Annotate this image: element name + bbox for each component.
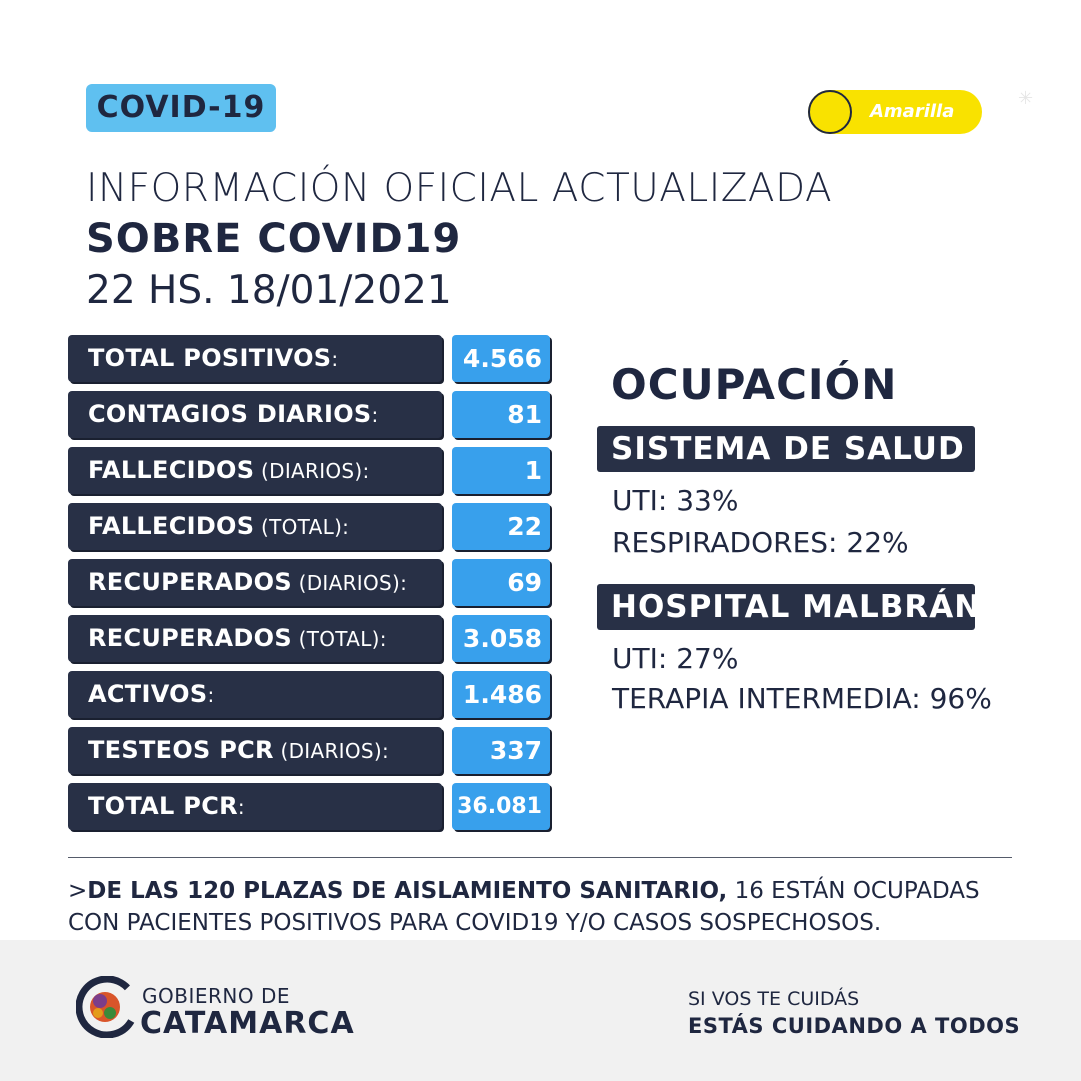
stat-value: 81 — [507, 400, 542, 429]
stat-label-box: FALLECIDOS (DIARIOS): — [68, 447, 442, 494]
stat-value: 1.486 — [462, 680, 542, 709]
stat-value: 22 — [507, 512, 542, 541]
stat-value-box: 36.081 — [452, 783, 550, 830]
stat-row: ACTIVOS: 1.486 — [68, 671, 550, 718]
stat-value-box: 4.566 — [452, 335, 550, 382]
stat-value-box: 81 — [452, 391, 550, 438]
stat-label: ACTIVOS: — [88, 680, 215, 708]
stat-value: 337 — [489, 736, 542, 765]
stat-label-box: TOTAL PCR: — [68, 783, 442, 830]
stat-row: RECUPERADOS (DIARIOS): 69 — [68, 559, 550, 606]
stat-label-box: ACTIVOS: — [68, 671, 442, 718]
star-icon: ✳ — [1018, 88, 1034, 109]
alert-dot-icon — [808, 90, 852, 134]
stat-label: TOTAL PCR: — [88, 792, 245, 820]
stat-row: TOTAL POSITIVOS: 4.566 — [68, 335, 550, 382]
stat-label-box: TOTAL POSITIVOS: — [68, 335, 442, 382]
system-uti: UTI: 33% — [612, 484, 739, 517]
catamarca-logo-icon — [76, 976, 138, 1038]
divider — [68, 857, 1012, 858]
stat-label: RECUPERADOS (DIARIOS): — [88, 568, 408, 596]
hospital-uti: UTI: 27% — [612, 642, 739, 675]
stat-value-box: 69 — [452, 559, 550, 606]
stat-value: 36.081 — [457, 794, 542, 819]
stat-value-box: 22 — [452, 503, 550, 550]
header-line-1: INFORMACIÓN OFICIAL ACTUALIZADA — [86, 166, 833, 211]
header-line-2: SOBRE COVID19 — [86, 216, 462, 262]
stat-row: RECUPERADOS (TOTAL): 3.058 — [68, 615, 550, 662]
isolation-note: >DE LAS 120 PLAZAS DE AISLAMIENTO SANITA… — [68, 878, 980, 936]
stat-label: TOTAL POSITIVOS: — [88, 344, 339, 372]
covid-badge: COVID-19 — [86, 84, 276, 132]
hospital-terapia: TERAPIA INTERMEDIA: 96% — [612, 682, 992, 715]
alert-level-label: Amarilla — [870, 101, 955, 122]
stat-label-box: TESTEOS PCR (DIARIOS): — [68, 727, 442, 774]
stat-value: 3.058 — [462, 624, 542, 653]
stat-label-box: RECUPERADOS (TOTAL): — [68, 615, 442, 662]
stat-row: CONTAGIOS DIARIOS: 81 — [68, 391, 550, 438]
stat-row: FALLECIDOS (DIARIOS): 1 — [68, 447, 550, 494]
footer: GOBIERNO DE CATAMARCA SI VOS TE CUIDÁS E… — [0, 940, 1081, 1081]
system-respiradores: RESPIRADORES: 22% — [612, 526, 909, 559]
stat-value-box: 3.058 — [452, 615, 550, 662]
stat-value: 1 — [524, 456, 542, 485]
stat-row: TOTAL PCR: 36.081 — [68, 783, 550, 830]
stat-row: TESTEOS PCR (DIARIOS): 337 — [68, 727, 550, 774]
stat-label-box: FALLECIDOS (TOTAL): — [68, 503, 442, 550]
stat-label: FALLECIDOS (TOTAL): — [88, 512, 350, 540]
slogan-line-2: ESTÁS CUIDANDO A TODOS — [688, 1014, 1021, 1038]
government-label: GOBIERNO DE — [142, 984, 290, 1008]
stat-label: FALLECIDOS (DIARIOS): — [88, 456, 370, 484]
province-name: CATAMARCA — [140, 1006, 355, 1041]
alert-level-indicator: Amarilla — [808, 90, 982, 134]
stat-row: FALLECIDOS (TOTAL): 22 — [68, 503, 550, 550]
stat-label: TESTEOS PCR (DIARIOS): — [88, 736, 390, 764]
health-system-heading: SISTEMA DE SALUD — [597, 426, 975, 472]
stat-value-box: 337 — [452, 727, 550, 774]
hospital-heading: HOSPITAL MALBRÁN — [597, 584, 980, 630]
slogan-line-1: SI VOS TE CUIDÁS — [688, 988, 860, 1010]
stat-label-box: RECUPERADOS (DIARIOS): — [68, 559, 442, 606]
stat-label: RECUPERADOS (TOTAL): — [88, 624, 387, 652]
stat-label-box: CONTAGIOS DIARIOS: — [68, 391, 442, 438]
stat-label: CONTAGIOS DIARIOS: — [88, 400, 379, 428]
occupancy-title: OCUPACIÓN — [611, 360, 898, 409]
stat-value-box: 1.486 — [452, 671, 550, 718]
stat-value-box: 1 — [452, 447, 550, 494]
header-date: 22 HS. 18/01/2021 — [86, 268, 452, 313]
stat-value: 4.566 — [462, 344, 542, 373]
stat-value: 69 — [507, 568, 542, 597]
